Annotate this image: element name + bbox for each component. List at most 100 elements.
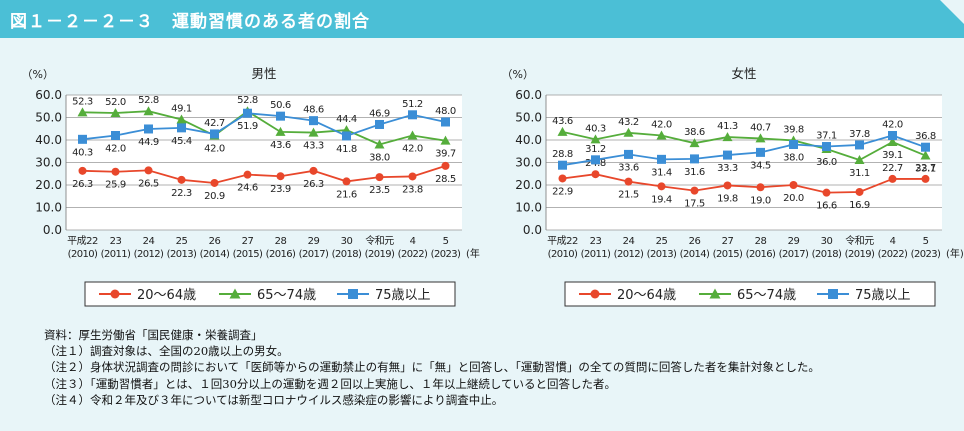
data-label: 43.6 [552, 116, 573, 127]
point-marker [888, 131, 897, 140]
point-marker [624, 149, 633, 159]
y-tick-label: 50.0 [515, 111, 542, 125]
point-marker [690, 186, 699, 195]
data-label: 31.1 [849, 168, 870, 179]
data-label: 48.0 [435, 106, 456, 117]
point-marker [657, 182, 666, 191]
point-marker [177, 123, 186, 133]
x-tick-sublabel: (2016) [266, 249, 296, 260]
data-label: 43.3 [303, 141, 324, 152]
point-marker [756, 183, 765, 192]
x-tick-sublabel: (2013) [167, 249, 197, 260]
data-label: 36.0 [816, 157, 837, 168]
data-label: 26.5 [138, 178, 159, 189]
x-tick-label: 28 [755, 236, 767, 247]
legend-marker [348, 289, 358, 299]
y-tick-label: 0.0 [43, 223, 62, 237]
x-tick-label: 24 [143, 236, 155, 247]
point-marker [78, 166, 87, 175]
point-marker [441, 117, 450, 127]
point-marker [557, 126, 568, 136]
data-label: 42.0 [105, 144, 126, 155]
data-label: 42.0 [204, 144, 225, 155]
y-tick-label: 30.0 [515, 156, 542, 170]
data-label: 36.8 [915, 131, 936, 142]
data-label: 25.9 [105, 180, 126, 191]
x-tick-label: 27 [722, 236, 734, 247]
y-axis-label: （%） [22, 68, 54, 81]
x-tick-label: 令和元 [365, 234, 394, 247]
x-tick-sublabel: (2017) [779, 249, 809, 260]
point-marker [374, 139, 385, 149]
data-label: 52.3 [72, 96, 93, 107]
x-tick-sublabel: (2014) [680, 249, 710, 260]
data-label: 39.8 [783, 124, 804, 135]
data-label: 28.8 [552, 149, 573, 160]
point-marker [756, 147, 765, 157]
data-label: 16.6 [816, 201, 837, 212]
legend-marker [828, 289, 838, 299]
point-marker [855, 140, 864, 150]
chart-female: 0.010.020.030.040.050.060.0女性（%）平成22(201… [502, 66, 964, 307]
x-tick-label: 令和元 [845, 234, 874, 247]
data-label: 38.6 [684, 127, 705, 138]
point-marker [440, 135, 451, 145]
title-bar [0, 0, 964, 38]
point-marker [789, 181, 798, 189]
data-label: 43.2 [618, 117, 639, 128]
x-tick-sublabel: (2019) [845, 249, 875, 260]
point-marker [822, 188, 831, 197]
data-label: 22.7 [915, 163, 936, 174]
data-label: 45.4 [171, 136, 192, 147]
point-marker [243, 108, 252, 118]
data-label: 51.9 [237, 121, 258, 132]
x-tick-sublabel: (2018) [812, 249, 842, 260]
x-tick-sublabel: (2010) [548, 249, 578, 260]
point-marker [177, 175, 186, 184]
point-marker [308, 127, 319, 137]
point-marker [309, 116, 318, 126]
x-tick-sublabel: (2022) [398, 249, 428, 260]
point-marker [723, 150, 732, 160]
y-tick-label: 60.0 [35, 88, 62, 102]
x-tick-label: 23 [110, 236, 122, 247]
x-tick-label: 30 [821, 236, 833, 247]
data-label: 44.4 [336, 114, 357, 125]
point-marker [920, 150, 931, 160]
data-label: 21.6 [336, 189, 357, 200]
data-label: 52.8 [237, 95, 258, 106]
x-axis-unit: (年) [946, 247, 964, 260]
note-2: （注２）身体状況調査の問診において「医師等からの運動禁止の有無」に「無」と回答し… [44, 360, 820, 375]
point-marker [723, 181, 732, 190]
x-tick-label: 25 [176, 236, 188, 247]
data-label: 19.8 [717, 193, 738, 204]
legend-box [564, 281, 936, 307]
data-label: 26.3 [303, 179, 324, 190]
point-marker [657, 154, 666, 164]
data-label: 23.5 [369, 185, 390, 196]
series-line [82, 110, 446, 146]
chart-title: 男性 [251, 66, 276, 81]
point-marker [375, 119, 384, 129]
data-label: 52.0 [105, 97, 126, 108]
legend-label: 20～64歳 [137, 288, 196, 303]
x-tick-sublabel: (2023) [431, 249, 461, 260]
point-marker [144, 166, 153, 175]
data-label: 49.1 [171, 104, 192, 115]
data-label: 41.8 [336, 144, 357, 155]
x-tick-sublabel: (2017) [299, 249, 329, 260]
point-marker [855, 187, 864, 196]
y-tick-label: 60.0 [515, 88, 542, 102]
data-label: 19.4 [651, 194, 672, 205]
data-label: 31.4 [651, 167, 672, 178]
point-marker [110, 108, 121, 117]
x-tick-sublabel: (2016) [746, 249, 776, 260]
point-marker [888, 174, 897, 183]
legend-label: 20～64歳 [617, 288, 676, 303]
y-tick-label: 20.0 [515, 178, 542, 192]
point-marker [921, 174, 930, 183]
point-marker [887, 137, 898, 147]
x-tick-label: 平成22 [67, 235, 98, 247]
data-label: 42.0 [651, 120, 672, 131]
